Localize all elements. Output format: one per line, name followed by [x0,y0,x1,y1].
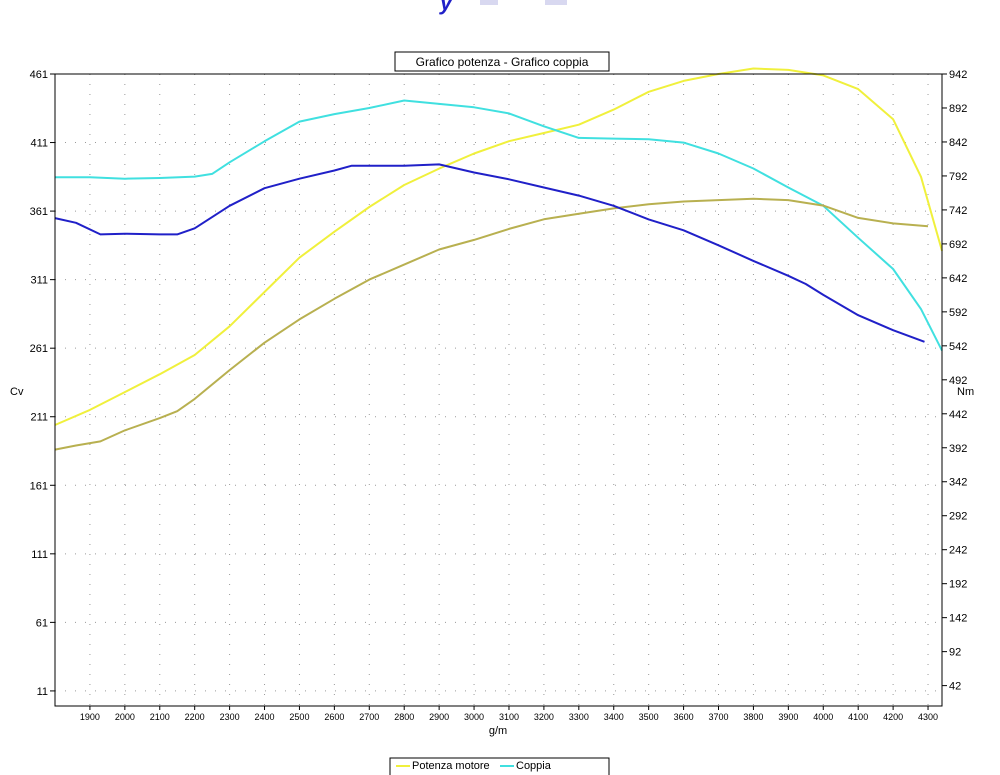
y-right-tick-label: 692 [949,239,967,251]
x-tick-label: 2600 [324,712,344,722]
y-right-tick-label: 542 [949,341,967,353]
legend-label-coppia: Coppia [516,760,552,772]
x-tick-label: 3300 [569,712,589,722]
y-right-tick-label: 942 [949,69,967,81]
y-left-tick-label: 261 [30,343,48,355]
grid [55,73,942,706]
series-line-3 [54,163,925,343]
y-right-tick-label: 442 [949,409,967,421]
y-right-tick-label: 392 [949,443,967,455]
y-left-tick-label: 311 [30,275,48,287]
y-right-tick-label: 792 [949,171,967,183]
x-tick-label: 4100 [848,712,868,722]
y-right-axis-title: Nm [957,386,974,398]
x-tick-label: 3200 [534,712,554,722]
y-right-tick-label: 592 [949,307,967,319]
y-left-axis-title: Cv [10,386,24,398]
y-left-tick-label: 461 [30,69,48,81]
x-tick-label: 4200 [883,712,903,722]
series-line-2 [54,197,929,451]
cropped-heading-fragment [480,0,498,5]
y-right-tick-label: 92 [949,647,961,659]
legend-box [389,757,610,775]
x-axis-title: g/m [489,725,507,737]
legend: Potenza motore Coppia [389,757,610,775]
x-tick-label: 3900 [778,712,798,722]
series-line-1 [55,99,943,352]
x-tick-label: 2800 [394,712,414,722]
series-layer [54,67,943,451]
y-left-tick-label: 161 [30,480,48,492]
y-right-tick-label: 842 [949,137,967,149]
x-tick-label: 2500 [289,712,309,722]
x-tick-label: 2300 [220,712,240,722]
x-tick-label: 3000 [464,712,484,722]
x-tick-label: 3700 [708,712,728,722]
y-left-tick-label: 111 [31,549,48,561]
cropped-heading-fragment [545,0,567,5]
y-left-tick-label: 11 [37,686,48,698]
x-tick-label: 2000 [115,712,135,722]
y-left-tick-label: 61 [36,617,48,629]
x-tick-label: 2400 [255,712,275,722]
chart-title: Grafico potenza - Grafico coppia [416,55,589,69]
x-tick-label: 2700 [359,712,379,722]
x-tick-label: 2900 [429,712,449,722]
x-tick-label: 2100 [150,712,170,722]
series-line-0 [54,67,943,426]
x-tick-label: 4000 [813,712,833,722]
y-right-tick-label: 192 [949,579,967,591]
chart-title-box [394,51,610,72]
ticks: 1900 2000 2100 2200 2300 2400 2500 2600 2700 2800… [30,69,968,722]
y-left-tick-label: 211 [30,412,48,424]
y-left-tick-label: 411 [30,138,48,150]
cropped-heading-fragment: y [439,0,454,15]
y-right-tick-label: 42 [949,681,961,693]
y-right-tick-label: 892 [949,103,967,115]
x-tick-label: 2200 [185,712,205,722]
x-tick-label: 3500 [639,712,659,722]
y-right-tick-label: 742 [949,205,967,217]
plot-frame [54,73,943,707]
x-tick-label: 4300 [918,712,938,722]
y-right-tick-label: 342 [949,477,967,489]
y-right-tick-label: 292 [949,511,967,523]
y-right-tick-label: 642 [949,273,967,285]
x-tick-label: 3800 [743,712,763,722]
y-right-tick-label: 492 [949,375,967,387]
y-left-tick-label: 361 [30,206,48,218]
y-right-tick-label: 242 [949,545,967,557]
y-right-tick-label: 142 [949,613,967,625]
x-tick-label: 1900 [80,712,100,722]
x-tick-label: 3600 [674,712,694,722]
x-tick-label: 3400 [604,712,624,722]
legend-label-potenza: Potenza motore [412,760,490,772]
x-tick-label: 3100 [499,712,519,722]
